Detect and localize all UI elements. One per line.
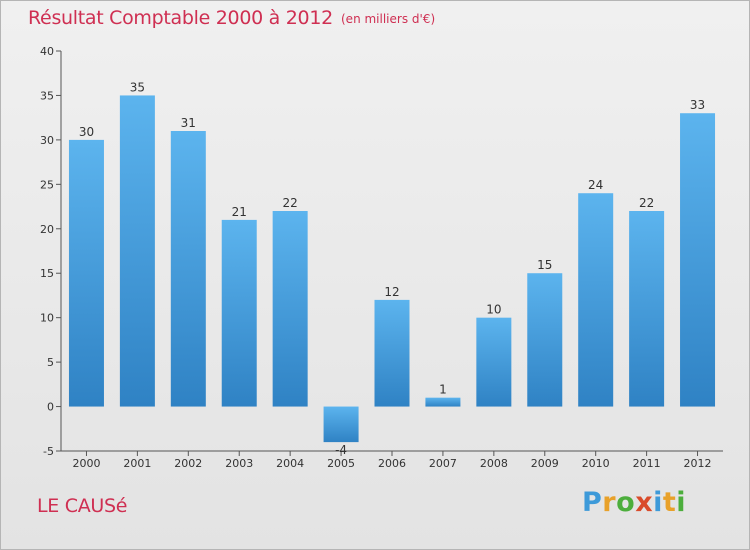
data-label-2007: 1 <box>439 383 447 397</box>
y-tick-label: 25 <box>40 178 54 191</box>
x-tick-label: 2000 <box>72 457 100 470</box>
logo-letter: r <box>602 487 617 518</box>
y-tick-label: 20 <box>40 223 54 236</box>
x-tick-label: 2002 <box>174 457 202 470</box>
data-label-2001: 35 <box>130 80 145 94</box>
logo-letter: i <box>653 487 663 518</box>
x-tick-label: 2006 <box>378 457 406 470</box>
data-label-2002: 31 <box>181 116 196 130</box>
data-label-2010: 24 <box>588 178 603 192</box>
y-tick-label: 15 <box>40 267 54 280</box>
x-tick-label: 2009 <box>531 457 559 470</box>
bar-2002 <box>170 131 206 407</box>
bar-2012 <box>680 113 716 407</box>
axis-layer: -5 0 5 10 15 20 25 30 35 40 2000 2001 2002 2003 2004 20… <box>40 45 723 470</box>
x-tick-label: 2001 <box>123 457 151 470</box>
bar-2010 <box>578 193 614 407</box>
x-tick-label: 2003 <box>225 457 253 470</box>
y-tick-label: -5 <box>43 445 54 458</box>
bars-layer <box>68 95 716 443</box>
x-tick-label: 2010 <box>582 457 610 470</box>
logo-letter: i <box>676 487 687 518</box>
data-labels-layer: 30 35 31 21 22 -4 12 1 10 15 24 22 33 <box>79 80 705 457</box>
x-tick-label: 2008 <box>480 457 508 470</box>
data-label-2012: 33 <box>690 98 705 112</box>
y-tick-label: 5 <box>47 356 54 369</box>
bar-2008 <box>476 317 512 407</box>
y-tick-label: 0 <box>47 401 54 414</box>
data-label-2004: 22 <box>283 196 298 210</box>
bar-2007 <box>425 397 461 407</box>
logo-letter: o <box>616 487 636 518</box>
commune-name: LE CAUSé <box>37 495 128 517</box>
y-tick-label: 40 <box>40 45 54 58</box>
logo-letter: t <box>662 487 677 518</box>
data-label-2003: 21 <box>232 205 247 219</box>
x-tick-label: 2005 <box>327 457 355 470</box>
proxiti-logo: Proxiti <box>582 487 686 518</box>
data-label-2005: -4 <box>335 443 347 457</box>
x-tick-label: 2004 <box>276 457 304 470</box>
y-tick-label: 35 <box>40 89 54 102</box>
data-label-2000: 30 <box>79 125 94 139</box>
data-label-2008: 10 <box>486 303 501 317</box>
bar-2005 <box>323 406 359 443</box>
x-tick-label: 2011 <box>633 457 661 470</box>
chart-title: Résultat Comptable 2000 à 2012 <box>28 7 333 29</box>
chart-subtitle: (en milliers d'€) <box>341 12 436 26</box>
bar-2003 <box>221 219 257 407</box>
bar-2004 <box>272 211 308 407</box>
bar-2000 <box>68 139 104 407</box>
data-label-2011: 22 <box>639 196 654 210</box>
y-tick-label: 10 <box>40 312 54 325</box>
bar-2009 <box>527 273 563 407</box>
bar-2006 <box>374 299 410 407</box>
logo-letter: x <box>635 487 654 518</box>
y-tick-label: 30 <box>40 134 54 147</box>
data-label-2009: 15 <box>537 258 552 272</box>
x-tick-label: 2012 <box>684 457 712 470</box>
logo-letter: P <box>582 487 603 518</box>
x-tick-label: 2007 <box>429 457 457 470</box>
data-label-2006: 12 <box>384 285 399 299</box>
bar-2001 <box>119 95 155 407</box>
bar-2011 <box>629 211 665 407</box>
